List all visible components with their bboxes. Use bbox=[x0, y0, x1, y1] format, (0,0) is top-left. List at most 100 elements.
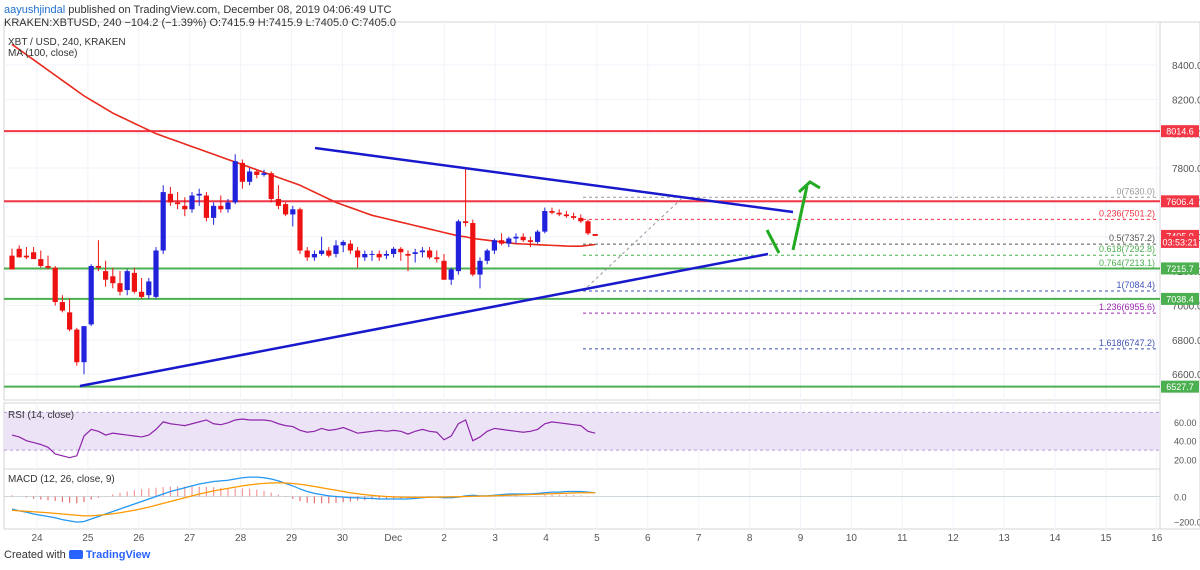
candle-body bbox=[297, 209, 303, 251]
x-tick-label: 3 bbox=[492, 533, 498, 544]
x-tick-label: 27 bbox=[184, 533, 196, 544]
ma-legend: MA (100, close) bbox=[8, 48, 77, 59]
y-tick-label: 8200.0 bbox=[1172, 95, 1200, 106]
candle-body bbox=[470, 223, 476, 275]
x-tick-label: 9 bbox=[798, 533, 804, 544]
rsi-legend: RSI (14, close) bbox=[8, 410, 74, 421]
candle-body bbox=[304, 250, 310, 258]
tradingview-brand[interactable]: TradingView bbox=[85, 549, 151, 561]
candle-body bbox=[139, 291, 145, 297]
candle-body bbox=[578, 217, 584, 222]
candle-body bbox=[563, 214, 569, 217]
candle-body bbox=[74, 329, 80, 363]
x-tick-label: 25 bbox=[82, 533, 94, 544]
symbol-info: KRAKEN:XBTUSD, 240 bbox=[4, 17, 122, 29]
rsi-tick-label: 40.00 bbox=[1174, 437, 1197, 447]
candle-body bbox=[16, 248, 22, 258]
candle-body bbox=[117, 283, 123, 292]
main-pane bbox=[3, 21, 1161, 401]
candle-body bbox=[196, 193, 202, 196]
rsi-tick-label: 60.00 bbox=[1174, 418, 1197, 428]
candle-body bbox=[103, 271, 109, 280]
y-tick-label: 7000.0 bbox=[1172, 302, 1200, 313]
price-tag-label: 7038.4 bbox=[1166, 294, 1194, 304]
candle-body bbox=[448, 269, 454, 280]
candle-body bbox=[340, 241, 346, 246]
ohlc-values: O:7415.9 H:7415.9 L:7405.0 C:7405.0 bbox=[209, 17, 396, 29]
candle-body bbox=[556, 212, 562, 215]
tradingview-logo-icon bbox=[68, 550, 83, 559]
descending-trend-line[interactable] bbox=[314, 146, 794, 214]
candle-body bbox=[124, 271, 130, 291]
candle-body bbox=[67, 312, 73, 330]
candle-body bbox=[88, 265, 94, 325]
fibonacci-retracement: 0(7630.0) 0.236(7501.2) 0.5(7357.2)0.618(7… bbox=[582, 186, 1158, 350]
candle-body bbox=[347, 243, 353, 251]
candle-body bbox=[247, 171, 253, 182]
candle-body bbox=[369, 253, 375, 255]
candle-body bbox=[131, 272, 137, 292]
fib-level-label: 0(7630.0) bbox=[1116, 186, 1155, 196]
candle-body bbox=[9, 255, 15, 270]
candle-body bbox=[311, 253, 317, 258]
price-tag-box bbox=[1161, 235, 1199, 248]
time-axis: 24 25 26 27 28 29 30 Dec 2 3 4 5 6 7 8 9 10 11 12 13 14 15 16 bbox=[31, 533, 1162, 544]
candle-body bbox=[59, 302, 65, 311]
y-tick-label: 7800.0 bbox=[1172, 164, 1200, 175]
published-text: published on TradingView.com, December 0… bbox=[68, 4, 392, 16]
fib-trend-line bbox=[582, 196, 684, 292]
x-tick-label: 30 bbox=[337, 533, 349, 544]
fib-level-label: 0.236(7501.2) bbox=[1099, 208, 1155, 218]
candle-body bbox=[45, 265, 51, 268]
drawings bbox=[79, 146, 821, 388]
candle-body bbox=[333, 245, 339, 254]
ascending-trend-line[interactable] bbox=[79, 252, 769, 388]
x-tick-label: 11 bbox=[897, 533, 908, 544]
x-tick-label: 14 bbox=[1049, 533, 1061, 544]
candle-body bbox=[81, 326, 87, 363]
candle-body bbox=[38, 259, 44, 266]
candle-body bbox=[391, 248, 397, 254]
x-tick-label: 10 bbox=[846, 533, 858, 544]
price-tag-label: 03:53:21 bbox=[1162, 237, 1197, 247]
candle-body bbox=[275, 198, 281, 206]
macd-line bbox=[11, 476, 596, 523]
candle-body bbox=[319, 250, 325, 254]
candle-body bbox=[261, 173, 267, 175]
candle-body bbox=[211, 205, 217, 218]
rsi-indicator: 20.00 40.00 60.00 bbox=[4, 411, 1197, 466]
candle-body bbox=[491, 240, 497, 251]
up-arrow-stroke bbox=[791, 185, 809, 251]
x-tick-label: 2 bbox=[441, 533, 447, 544]
macd-tick-label: −200.0 bbox=[1174, 518, 1200, 528]
candle-body bbox=[405, 253, 411, 256]
candle-body bbox=[52, 267, 58, 303]
x-tick-label: Dec bbox=[384, 533, 402, 544]
candle-body bbox=[146, 281, 152, 296]
candle-body bbox=[23, 255, 29, 258]
macd-signal-line bbox=[11, 482, 596, 517]
candle-body bbox=[398, 248, 404, 253]
x-tick-label: 7 bbox=[696, 533, 702, 544]
candle-body bbox=[232, 161, 238, 203]
candle-body bbox=[441, 260, 447, 280]
candle-body bbox=[160, 192, 166, 251]
candle-body bbox=[434, 257, 440, 260]
price-tag-label: 8014.6 bbox=[1166, 127, 1194, 137]
x-tick-label: 8 bbox=[747, 533, 753, 544]
candle-body bbox=[95, 265, 101, 268]
x-tick-label: 24 bbox=[31, 533, 43, 544]
publish-line: aayushjindal published on TradingView.co… bbox=[4, 1, 392, 19]
candle-body bbox=[290, 209, 296, 215]
rsi-tick-label: 20.00 bbox=[1174, 456, 1197, 466]
macd-legend: MACD (12, 26, close, 9) bbox=[8, 474, 115, 485]
candle-body bbox=[203, 195, 209, 218]
candle-body bbox=[167, 193, 173, 203]
x-tick-label: 4 bbox=[543, 533, 549, 544]
candle-body bbox=[527, 240, 533, 242]
created-with-text: Created with bbox=[4, 549, 66, 561]
author-link[interactable]: aayushjindal bbox=[4, 4, 66, 16]
candle-body bbox=[153, 250, 159, 297]
fib-level-label: 1.618(6747.2) bbox=[1099, 338, 1155, 348]
